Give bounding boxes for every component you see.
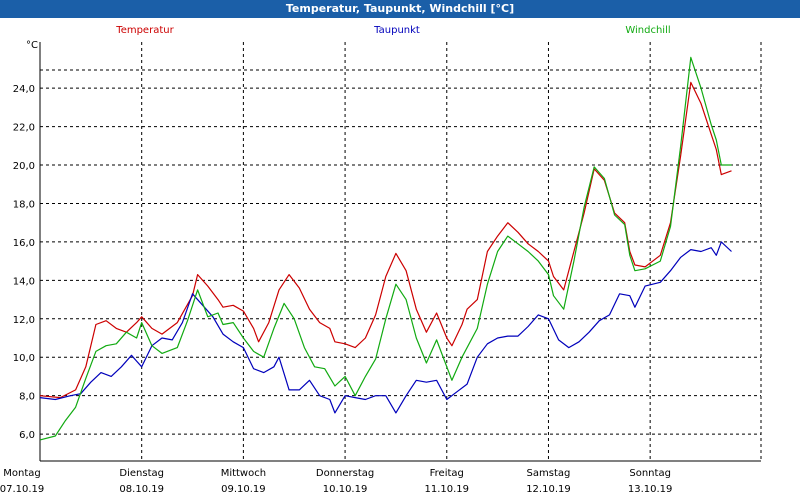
y-axis-unit: °C <box>26 40 38 51</box>
x-tick-day: Sonntag <box>629 468 671 479</box>
y-tick-label: 22,0 <box>13 123 35 134</box>
legend-entry-taupunkt: Taupunkt <box>373 25 420 36</box>
y-tick-labels: 6,0 8,0 10,0 12,0 14,0 16,0 18,0 20,0 22,0 24,0 <box>13 84 35 441</box>
x-tick-date: 13.10.19 <box>628 484 673 495</box>
x-tick-day: Donnerstag <box>316 468 374 479</box>
x-tick-day: Mittwoch <box>221 468 266 479</box>
x-tick-labels: Montag 07.10.19 Dienstag 08.10.19 Mittwoch 09… <box>0 468 672 495</box>
y-tick-label: 16,0 <box>13 238 35 249</box>
legend: Temperatur Taupunkt Windchill <box>115 25 670 36</box>
y-tick-label: 18,0 <box>13 199 35 210</box>
y-tick-label: 12,0 <box>13 315 35 326</box>
series-line-taupunkt <box>39 241 732 414</box>
chart: °C 6,0 8,0 10,0 12,0 14,0 16,0 18,0 20,0 22,0 24,… <box>0 25 762 495</box>
grid <box>40 42 762 461</box>
x-tick-day: Freitag <box>430 468 464 479</box>
legend-entry-temperatur: Temperatur <box>115 25 174 36</box>
x-tick-date: 09.10.19 <box>221 484 266 495</box>
y-tick-label: 24,0 <box>13 84 35 95</box>
x-tick-date: 12.10.19 <box>526 484 571 495</box>
x-tick-day: Samstag <box>527 468 571 479</box>
series-lines <box>39 56 732 441</box>
x-tick-day: Dienstag <box>119 468 164 479</box>
x-tick-date: 07.10.19 <box>0 484 44 495</box>
legend-entry-windchill: Windchill <box>625 25 670 36</box>
y-tick-label: 8,0 <box>19 392 35 403</box>
y-tick-label: 6,0 <box>19 430 35 441</box>
window-title: Temperatur, Taupunkt, Windchill [°C] <box>0 0 800 18</box>
y-tick-label: 14,0 <box>13 276 35 287</box>
x-tick-date: 11.10.19 <box>425 484 470 495</box>
series-line-windchill <box>39 56 732 441</box>
axes <box>39 42 761 462</box>
x-tick-date: 08.10.19 <box>119 484 164 495</box>
y-tick-label: 20,0 <box>13 161 35 172</box>
y-tick-label: 10,0 <box>13 353 35 364</box>
x-tick-day: Montag <box>3 468 40 479</box>
x-tick-date: 10.10.19 <box>323 484 368 495</box>
